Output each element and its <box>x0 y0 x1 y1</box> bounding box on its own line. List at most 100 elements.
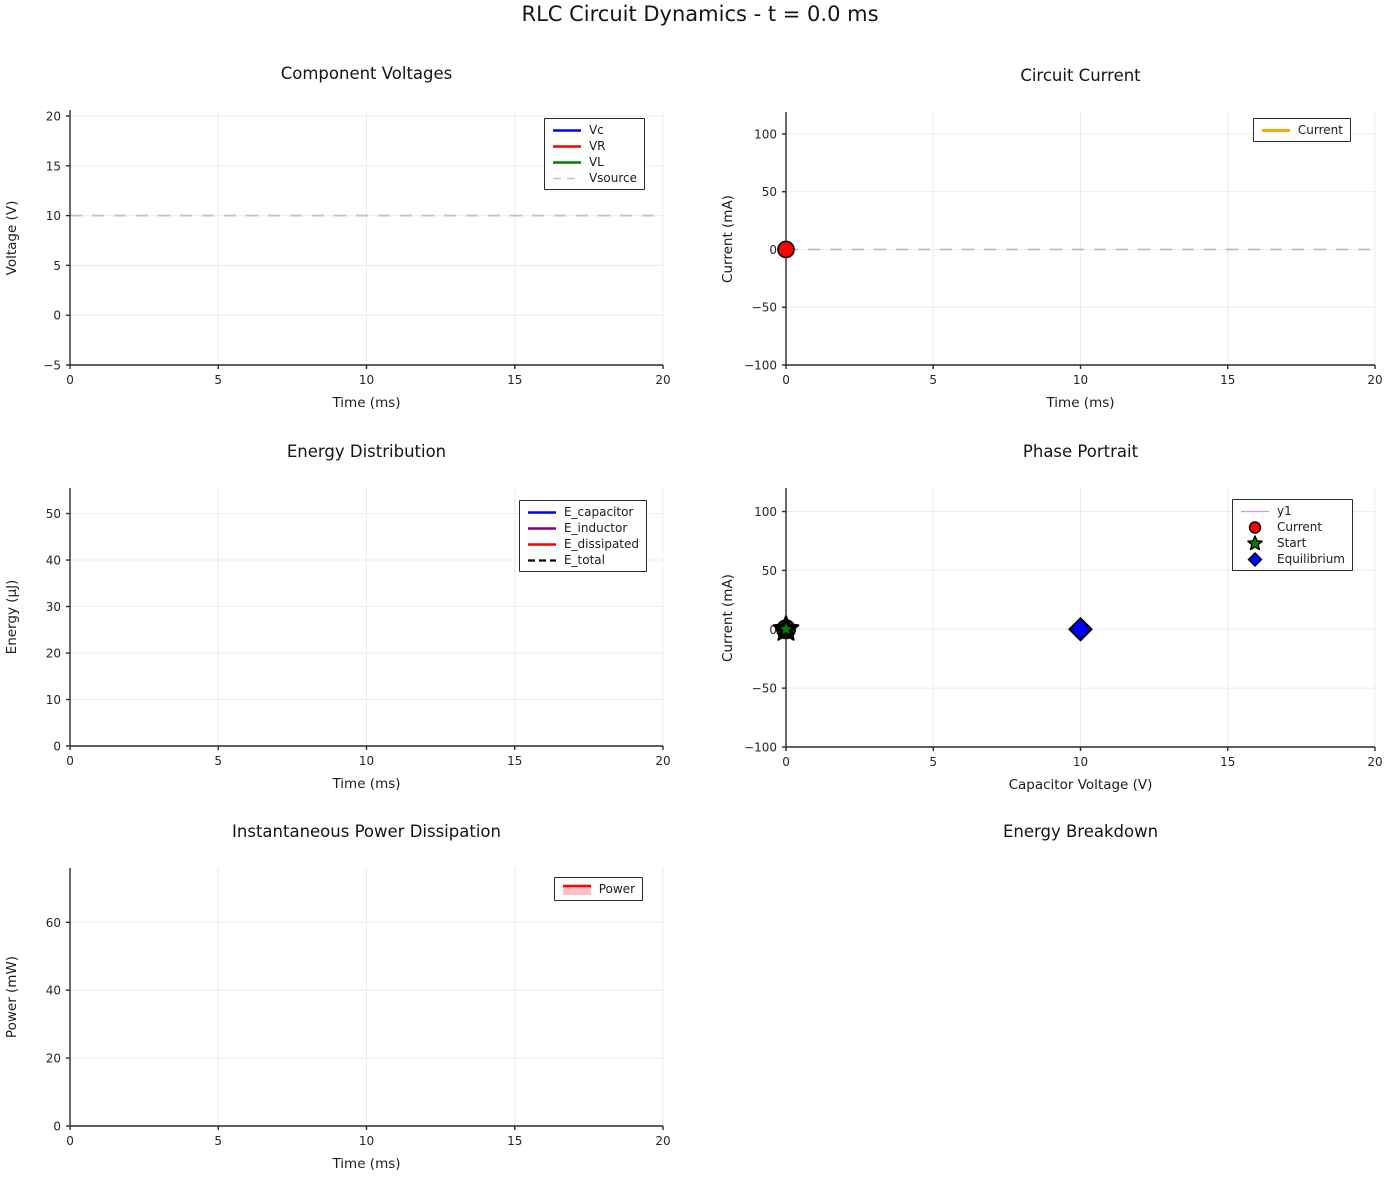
legend-label: Start <box>1277 535 1307 550</box>
x-tick-label: 5 <box>214 1134 222 1148</box>
y-tick-label: −5 <box>43 359 61 373</box>
gridlines <box>785 112 1376 366</box>
y-tick-label: 10 <box>46 693 61 707</box>
legend-label: Vc <box>588 122 604 137</box>
x-tick-label: 20 <box>1367 373 1382 387</box>
legend-entry: E_dissipated <box>526 536 639 552</box>
y-axis-label: Current (mA) <box>720 194 736 283</box>
y-tick-label: 0 <box>53 1120 61 1134</box>
x-tick-label: 5 <box>214 754 222 768</box>
legend-label: Vsource <box>588 170 637 185</box>
x-axis-label: Time (ms) <box>332 1156 401 1172</box>
circuit-current-axes: 0 5 10 15 20 −100 −50 0 50 100 <box>744 112 1383 387</box>
x-tick-label: 5 <box>929 755 937 769</box>
legend-swatch-line-icon <box>552 128 581 132</box>
axes-spines: 0 5 10 15 20 0 10 20 30 40 50 <box>46 488 671 768</box>
legend-label: Current <box>1277 519 1323 534</box>
power-dissipation-axes: 0 5 10 15 20 0 20 40 60 <box>46 868 671 1148</box>
legend: E_capacitor E_inductor E_dissipated E_total <box>518 500 647 572</box>
legend: y1 Current Start Equilibrium <box>1232 499 1353 571</box>
x-tick-label: 15 <box>507 373 522 387</box>
legend-label: VR <box>588 138 606 153</box>
y-tick-label: 50 <box>762 564 777 578</box>
legend-entry: Vsource <box>551 170 637 186</box>
legend-entry: Power <box>561 881 635 897</box>
legend-entry: VR <box>551 138 637 154</box>
y-tick-label: 30 <box>46 600 61 614</box>
plot-title: Circuit Current <box>1020 66 1141 85</box>
y-tick-label: 50 <box>46 507 61 521</box>
plot-title: Component Voltages <box>280 64 453 83</box>
subplot-energy-distribution: Energy Distribution 0 5 10 15 20 0 10 20 30 40 50 … <box>4 442 671 792</box>
y-axis-label: Energy (μJ) <box>4 579 20 655</box>
x-tick-label: 10 <box>1073 755 1088 769</box>
subplot-phase-portrait: Phase Portrait 0 5 10 15 20 −100 −50 0 50 100 Cap… <box>720 442 1383 793</box>
axes-spines: 0 5 10 15 20 0 20 40 60 <box>46 868 671 1148</box>
legend-swatch-line-icon <box>1261 128 1290 132</box>
x-axis-label: Capacitor Voltage (V) <box>1008 777 1153 793</box>
legend-entry: E_inductor <box>526 520 639 536</box>
legend-label: y1 <box>1277 503 1292 518</box>
x-tick-label: 0 <box>66 1134 74 1148</box>
legend-entry: E_total <box>526 552 639 568</box>
legend-label: Power <box>598 881 635 896</box>
legend-label: Equilibrium <box>1277 551 1345 566</box>
x-tick-label: 5 <box>929 373 937 387</box>
y-tick-label: 100 <box>754 127 777 141</box>
subplot-energy-breakdown: Energy Breakdown <box>786 822 1375 1126</box>
legend-entry: Vc <box>551 122 637 138</box>
y-tick-label: 0 <box>769 623 777 637</box>
legend-swatch-circle-icon <box>1248 520 1262 534</box>
x-tick-label: 0 <box>782 373 790 387</box>
y-tick-label: 15 <box>46 159 61 173</box>
legend: Power <box>553 877 643 901</box>
x-tick-label: 20 <box>1367 755 1382 769</box>
x-tick-label: 10 <box>359 1134 374 1148</box>
y-tick-label: 20 <box>46 647 61 661</box>
axes-spines: 0 5 10 15 20 −100 −50 0 50 100 <box>744 488 1383 769</box>
x-tick-label: 10 <box>359 373 374 387</box>
x-tick-label: 0 <box>66 754 74 768</box>
legend-label: E_capacitor <box>563 504 634 519</box>
x-tick-label: 10 <box>1073 373 1088 387</box>
y-tick-label: 5 <box>53 259 61 273</box>
legend-swatch-line-icon <box>527 526 556 530</box>
y-tick-label: 50 <box>762 185 777 199</box>
axes-spines: 0 5 10 15 20 −100 −50 0 50 100 <box>744 112 1383 387</box>
x-tick-label: 0 <box>66 373 74 387</box>
y-tick-label: 0 <box>769 243 777 257</box>
x-tick-label: 10 <box>359 754 374 768</box>
y-tick-label: 40 <box>46 984 61 998</box>
legend-entry: Equilibrium <box>1239 551 1345 567</box>
y-tick-label: 60 <box>46 916 61 930</box>
y-tick-label: 0 <box>53 740 61 754</box>
legend-swatch-line-icon <box>527 558 556 562</box>
data-markers <box>772 615 1093 642</box>
legend: Vc VR VL Vsource <box>543 118 645 190</box>
component-voltages-axes: 0 5 10 15 20 −5 0 5 10 15 20 <box>43 109 670 387</box>
y-tick-label: 40 <box>46 554 61 568</box>
legend-swatch-patch-icon <box>562 884 591 895</box>
y-axis-label: Power (mW) <box>4 955 20 1039</box>
legend-label: E_dissipated <box>563 536 639 551</box>
x-tick-label: 15 <box>1220 755 1235 769</box>
y-tick-label: 20 <box>46 1052 61 1066</box>
y-tick-label: 0 <box>53 309 61 323</box>
x-tick-label: 15 <box>507 754 522 768</box>
subplot-power-dissipation: Instantaneous Power Dissipation 0 5 10 15 20… <box>4 822 671 1172</box>
x-axis-label: Time (ms) <box>332 395 401 411</box>
legend-swatch-line-icon <box>1241 510 1269 512</box>
legend-entry: VL <box>551 154 637 170</box>
y-tick-label: 10 <box>46 209 61 223</box>
x-tick-label: 0 <box>782 755 790 769</box>
legend-swatch-star-icon <box>1247 534 1263 550</box>
y-axis-label: Current (mA) <box>720 573 736 662</box>
legend-swatch-diamond-icon <box>1247 551 1263 567</box>
subplot-component-voltages: Component Voltages 0 5 10 15 20 −5 0 5 10 15 20 Ti… <box>4 64 671 411</box>
legend: Current <box>1252 118 1351 142</box>
x-axis-label: Time (ms) <box>332 776 401 792</box>
figure-suptitle: RLC Circuit Dynamics - t = 0.0 ms <box>521 2 879 26</box>
y-tick-label: −50 <box>752 682 777 696</box>
data-markers <box>777 240 795 259</box>
x-tick-label: 20 <box>655 754 670 768</box>
